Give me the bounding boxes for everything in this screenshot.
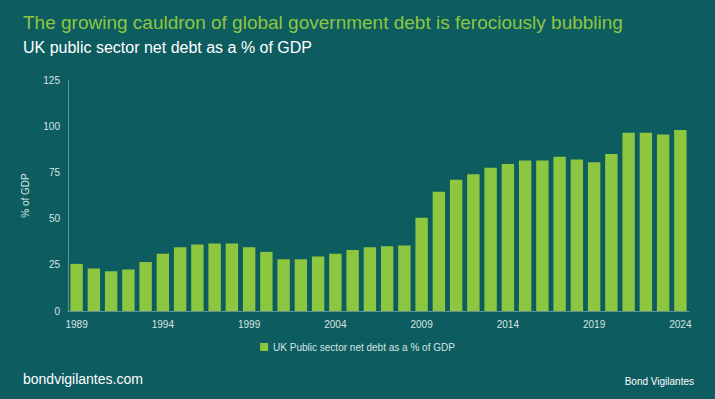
svg-text:1989: 1989 — [66, 319, 89, 330]
svg-text:2004: 2004 — [324, 319, 347, 330]
svg-text:75: 75 — [49, 167, 61, 178]
svg-text:25: 25 — [49, 259, 61, 270]
svg-text:% of GDP: % of GDP — [20, 173, 31, 218]
svg-text:bondvigilantes.com: bondvigilantes.com — [23, 371, 143, 387]
svg-text:2019: 2019 — [583, 319, 606, 330]
svg-text:UK Public sector net debt as a: UK Public sector net debt as a % of GDP — [273, 342, 455, 353]
svg-text:1999: 1999 — [238, 319, 261, 330]
svg-text:The growing cauldron of global: The growing cauldron of global governmen… — [23, 12, 623, 33]
svg-text:2009: 2009 — [411, 319, 434, 330]
svg-text:100: 100 — [43, 121, 60, 132]
svg-text:0: 0 — [54, 306, 60, 317]
svg-text:1994: 1994 — [152, 319, 175, 330]
svg-text:50: 50 — [49, 213, 61, 224]
svg-text:2024: 2024 — [669, 319, 692, 330]
svg-text:UK public sector net debt as a: UK public sector net debt as a % of GDP — [23, 39, 312, 56]
svg-text:2014: 2014 — [497, 319, 520, 330]
svg-text:Bond Vigilantes: Bond Vigilantes — [625, 376, 694, 387]
svg-text:125: 125 — [43, 75, 60, 86]
